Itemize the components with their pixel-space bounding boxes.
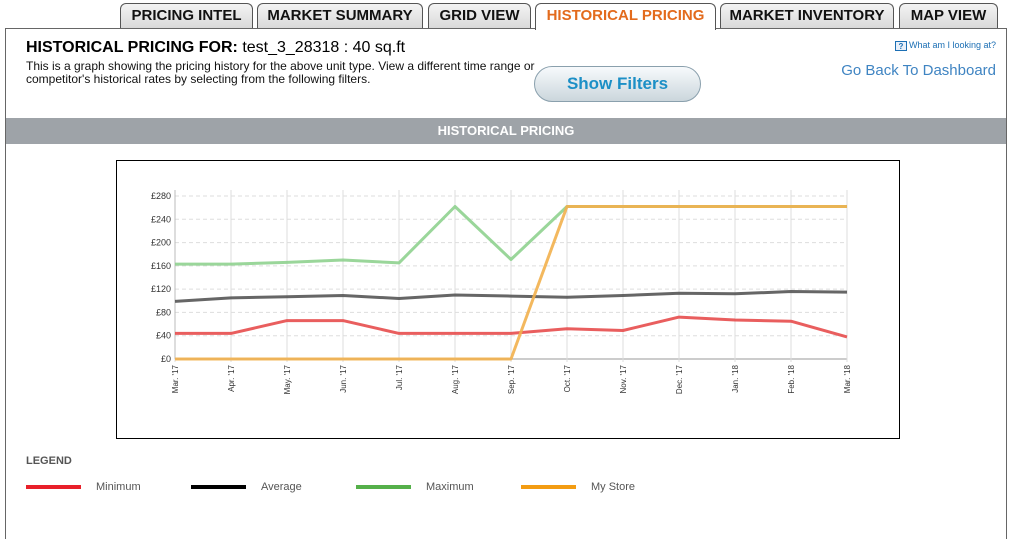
tab-market-inventory[interactable]: MARKET INVENTORY	[720, 3, 894, 28]
x-tick-label: Jul. '17	[395, 364, 404, 390]
legend-title: LEGEND	[26, 455, 72, 467]
legend-item-my-store: My Store	[521, 481, 671, 495]
tab-historical-pricing[interactable]: HISTORICAL PRICING	[535, 3, 716, 30]
back-to-dashboard-link[interactable]: Go Back To Dashboard	[841, 62, 996, 79]
x-tick-label: Nov. '17	[619, 364, 628, 393]
y-tick-label: £0	[161, 354, 171, 364]
legend-label: Average	[261, 481, 302, 493]
page-title: HISTORICAL PRICING FOR: test_3_28318 : 4…	[26, 39, 405, 57]
x-tick-label: Apr. '17	[227, 364, 236, 391]
legend-item-maximum: Maximum	[356, 481, 506, 495]
x-tick-label: Aug. '17	[451, 364, 460, 394]
section-header: HISTORICAL PRICING	[6, 118, 1006, 144]
legend-item-minimum: Minimum	[26, 481, 176, 495]
historical-pricing-chart: £0 £40 £80 £120 £160 £200 £240 £280 Mar. '17 Apr.…	[116, 160, 900, 439]
x-tick-label: Jun. '17	[339, 364, 348, 392]
tab-pricing-intel[interactable]: PRICING INTEL	[120, 3, 253, 28]
x-tick-label: Dec. '17	[675, 364, 684, 394]
series-line-average	[174, 290, 848, 303]
series-line-my-store	[175, 205, 847, 361]
page-title-unit: test_3_28318 : 40 sq.ft	[242, 39, 406, 56]
legend-swatch	[26, 485, 81, 489]
y-tick-label: £280	[151, 191, 171, 201]
y-tick-label: £160	[151, 261, 171, 271]
x-tick-label: Oct. '17	[563, 364, 572, 392]
page-description: This is a graph showing the pricing hist…	[26, 59, 535, 86]
legend-label: Minimum	[96, 481, 141, 493]
tab-bar: PRICING INTEL MARKET SUMMARY GRID VIEW H…	[0, 0, 1012, 30]
legend-swatch	[521, 485, 576, 489]
help-link[interactable]: ? What am I looking at?	[894, 40, 996, 51]
page-title-label: HISTORICAL PRICING FOR:	[26, 39, 238, 56]
tab-grid-view[interactable]: GRID VIEW	[428, 3, 531, 28]
y-tick-label: £120	[151, 284, 171, 294]
x-tick-label: Feb. '18	[787, 364, 796, 393]
x-tick-label: Jan. '18	[731, 364, 740, 392]
y-tick-label: £200	[151, 238, 171, 248]
legend-swatch	[191, 485, 246, 489]
help-link-label: What am I looking at?	[908, 40, 996, 50]
y-tick-label: £40	[156, 331, 171, 341]
x-tick-label: Mar. '17	[171, 364, 180, 393]
show-filters-button[interactable]: Show Filters	[534, 66, 701, 102]
legend-item-average: Average	[191, 481, 341, 495]
x-tick-label: May. '17	[283, 364, 292, 394]
tab-map-view[interactable]: MAP VIEW	[899, 3, 998, 28]
content-panel: HISTORICAL PRICING FOR: test_3_28318 : 4…	[5, 28, 1007, 539]
y-tick-label: £80	[156, 307, 171, 317]
legend-label: Maximum	[426, 481, 474, 493]
help-icon: ?	[894, 40, 907, 51]
legend-swatch	[356, 485, 411, 489]
x-tick-label: Sep. '17	[507, 364, 516, 394]
legend-label: My Store	[591, 481, 636, 493]
y-tick-label: £240	[151, 214, 171, 224]
chart-canvas: £0 £40 £80 £120 £160 £200 £240 £280 Mar. '17 Apr.…	[151, 190, 852, 394]
x-tick-label: Mar. '18	[843, 364, 852, 393]
tab-market-summary[interactable]: MARKET SUMMARY	[257, 3, 423, 28]
series-line-minimum	[175, 315, 848, 339]
